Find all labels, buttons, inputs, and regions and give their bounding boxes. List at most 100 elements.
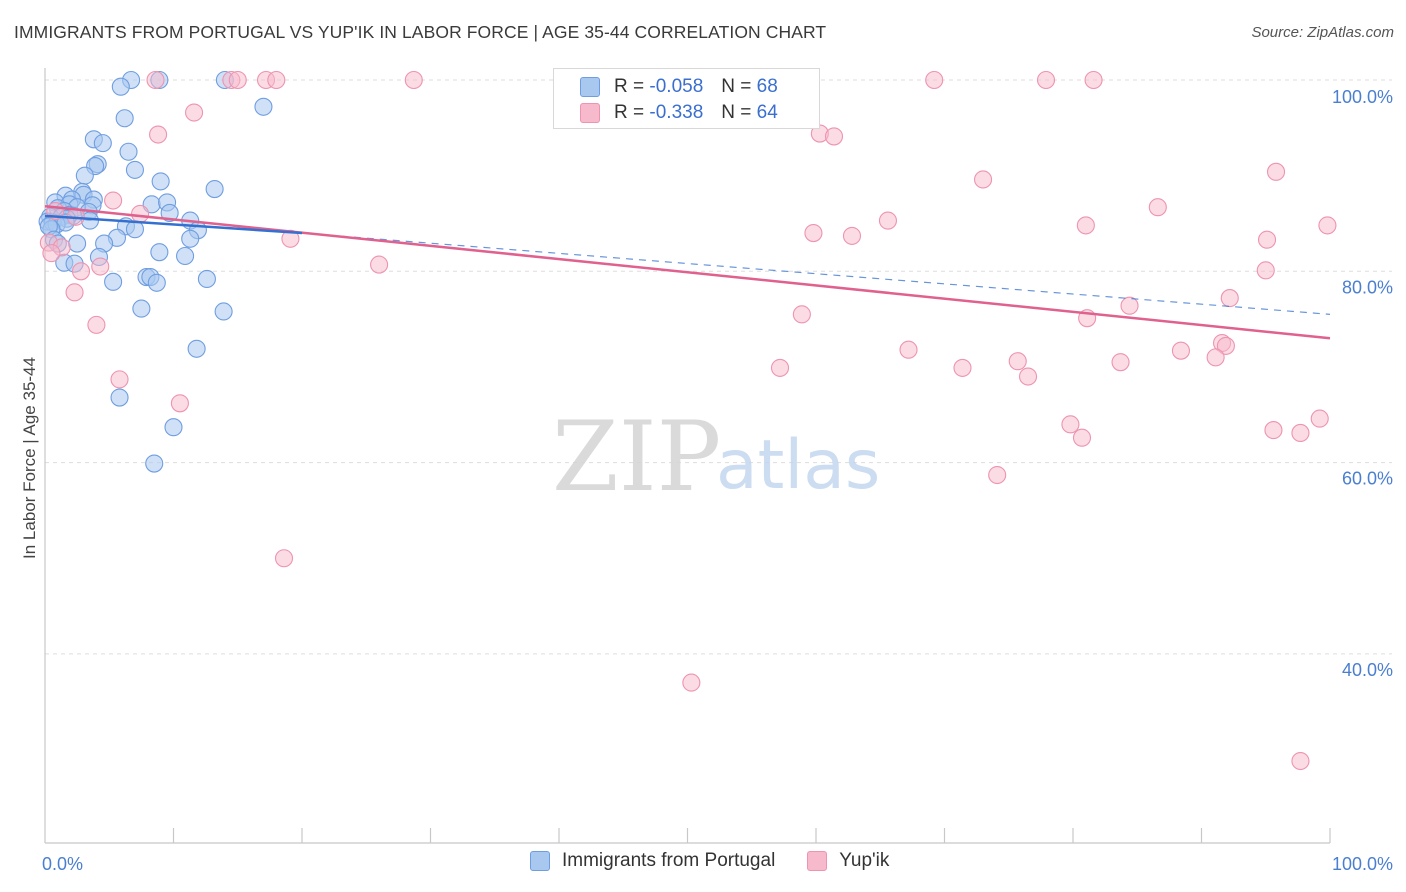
yupik-point bbox=[1318, 216, 1337, 235]
legend-swatch-yupik bbox=[807, 851, 828, 871]
yupik-point bbox=[1076, 216, 1095, 235]
yupik-point bbox=[1266, 162, 1286, 181]
yupik-point bbox=[131, 204, 150, 223]
yupik-point bbox=[842, 226, 862, 245]
yupik-point bbox=[149, 125, 168, 144]
portugal-point bbox=[205, 179, 224, 199]
yupik-point bbox=[267, 70, 286, 90]
portugal-point bbox=[110, 388, 129, 407]
yupik-point bbox=[770, 358, 790, 377]
yupik-point bbox=[824, 127, 844, 146]
yupik-point bbox=[65, 283, 84, 302]
yupik-point bbox=[91, 257, 110, 276]
yupik-point bbox=[42, 244, 61, 263]
yupik-point bbox=[925, 70, 944, 90]
portugal-point bbox=[214, 302, 233, 321]
yupik-point bbox=[228, 70, 247, 90]
yupik-point bbox=[1264, 421, 1283, 440]
yupik-point bbox=[1111, 353, 1130, 372]
portugal-point bbox=[164, 418, 183, 437]
portugal-point bbox=[115, 109, 134, 128]
legend-n-label: N = bbox=[721, 102, 752, 123]
yupik-point bbox=[1291, 751, 1310, 771]
yupik-point bbox=[1084, 70, 1103, 90]
yupik-point bbox=[146, 70, 165, 90]
portugal-point bbox=[68, 234, 87, 253]
yupik-point bbox=[1256, 261, 1275, 280]
legend-n-label: N = bbox=[721, 76, 752, 97]
portugal-point bbox=[145, 454, 164, 473]
legend-item-portugal: Immigrants from Portugal bbox=[530, 850, 775, 872]
yupik-point bbox=[878, 211, 898, 230]
portugal-point bbox=[197, 269, 216, 289]
yupik-point bbox=[1257, 230, 1277, 249]
yupik-point bbox=[1018, 367, 1038, 386]
legend-swatch-portugal bbox=[580, 77, 600, 97]
portugal-point bbox=[150, 243, 169, 262]
yupik-trend-line bbox=[44, 205, 1331, 340]
portugal-point bbox=[132, 299, 151, 318]
chart-title: IMMIGRANTS FROM PORTUGAL VS YUP'IK IN LA… bbox=[14, 22, 827, 42]
portugal-point bbox=[160, 203, 179, 223]
portugal-point bbox=[254, 97, 273, 116]
portugal-point bbox=[181, 229, 200, 248]
legend-r-value: -0.338 bbox=[649, 102, 704, 123]
yupik-point bbox=[1171, 341, 1190, 360]
yupik-point bbox=[1291, 423, 1310, 442]
portugal-point bbox=[104, 272, 123, 291]
yupik-point bbox=[988, 465, 1007, 485]
yupik-point bbox=[274, 549, 294, 568]
yupik-point bbox=[682, 673, 701, 692]
portugal-point bbox=[119, 142, 138, 161]
portugal-trend-line bbox=[44, 214, 303, 235]
legend-label-yupik: Yup'ik bbox=[839, 850, 890, 871]
yupik-point bbox=[1206, 348, 1225, 367]
portugal-point bbox=[176, 246, 195, 266]
yupik-point bbox=[1148, 198, 1167, 217]
yupik-point bbox=[170, 394, 189, 413]
yupik-point bbox=[110, 370, 129, 389]
portugal-point bbox=[111, 77, 130, 96]
yupik-point bbox=[1036, 70, 1056, 90]
yupik-point bbox=[370, 255, 389, 274]
legend-n-value: 64 bbox=[756, 102, 778, 123]
y-tick-label: 40.0% bbox=[1342, 660, 1393, 680]
stats-legend: R = -0.058 N = 68 R = -0.338 N = 64 bbox=[553, 68, 820, 129]
yupik-point bbox=[104, 191, 123, 210]
yupik-point bbox=[71, 262, 91, 281]
legend-swatch-yupik bbox=[580, 103, 600, 123]
y-tick-label: 80.0% bbox=[1342, 277, 1393, 297]
yupik-point bbox=[1072, 428, 1092, 447]
legend-row-portugal: R = -0.058 N = 68 bbox=[580, 75, 778, 99]
yupik-point bbox=[792, 305, 811, 324]
axes bbox=[44, 68, 1331, 844]
yupik-point bbox=[185, 103, 204, 122]
portugal-point bbox=[187, 339, 206, 358]
yupik-point bbox=[1220, 289, 1239, 308]
portugal-point bbox=[125, 160, 144, 179]
yupik-point bbox=[1008, 352, 1027, 371]
portugal-trend-dashed bbox=[301, 232, 1331, 315]
trend-lines bbox=[44, 205, 1331, 340]
series-yupik-points bbox=[39, 70, 1337, 771]
yupik-point bbox=[804, 223, 823, 243]
portugal-point bbox=[75, 166, 94, 185]
y-tick-labels: 40.0% 60.0% 80.0% 100.0% bbox=[1332, 87, 1393, 680]
portugal-point bbox=[151, 172, 170, 191]
legend-r-label: R = bbox=[614, 102, 645, 123]
x-tick-label: 0.0% bbox=[42, 854, 83, 874]
legend-swatch-portugal bbox=[530, 851, 550, 871]
gridlines bbox=[45, 79, 1392, 655]
portugal-point bbox=[147, 273, 166, 292]
yupik-point bbox=[899, 340, 918, 359]
y-tick-label: 60.0% bbox=[1342, 469, 1393, 489]
yupik-point bbox=[1120, 296, 1139, 315]
legend-r-value: -0.058 bbox=[649, 76, 704, 97]
legend-n-value: 68 bbox=[756, 76, 778, 97]
yupik-point bbox=[404, 70, 423, 90]
yupik-point bbox=[1216, 336, 1235, 355]
watermark-zip: ZIP bbox=[552, 401, 721, 513]
watermark-atlas: atlas bbox=[716, 426, 880, 505]
portugal-point bbox=[93, 134, 112, 153]
